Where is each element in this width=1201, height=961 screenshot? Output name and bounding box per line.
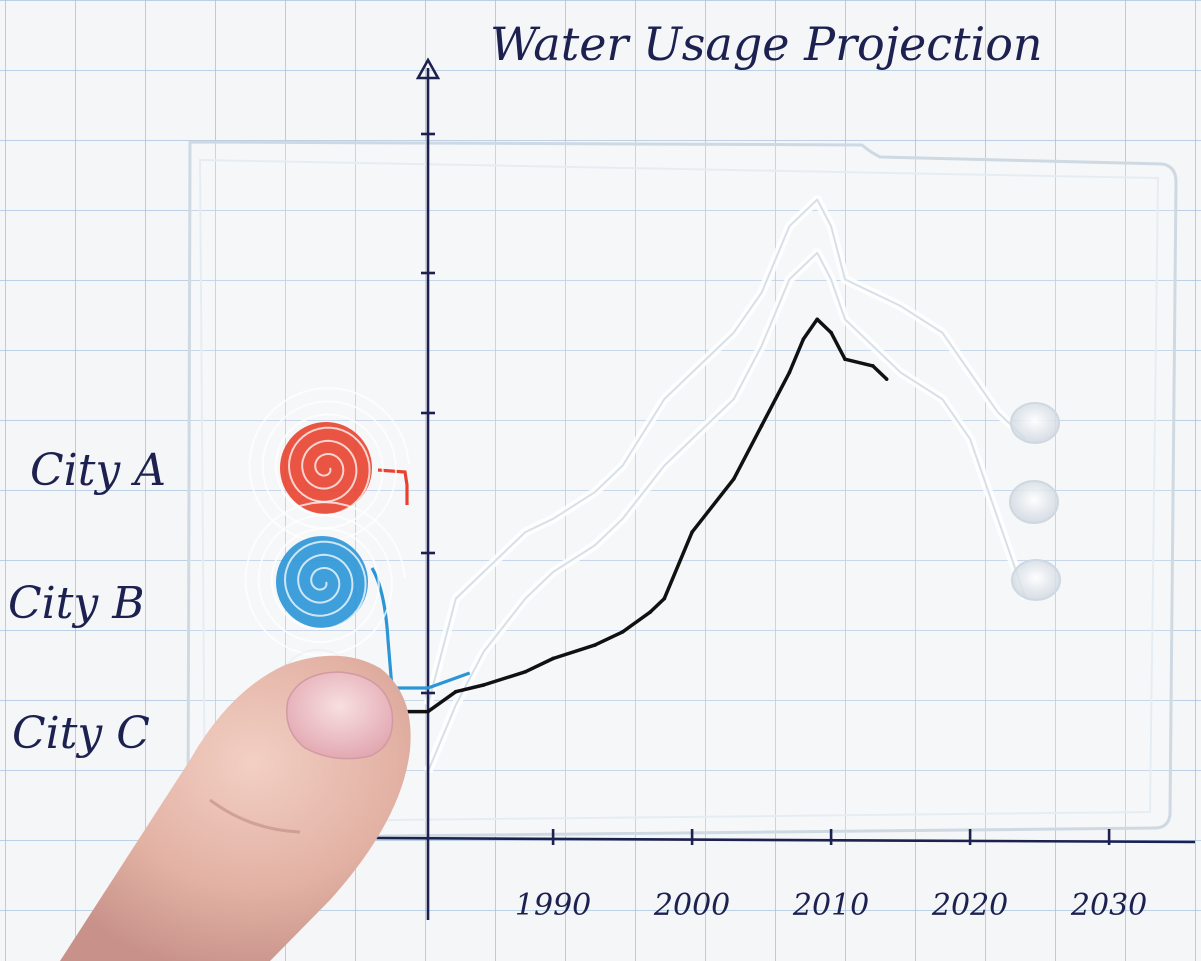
series-line-city-b — [370, 567, 471, 690]
point-city-c — [593, 643, 597, 647]
x-tick-label-2000: 2000 — [653, 888, 730, 923]
reservoir-droplet-c — [1011, 559, 1061, 601]
legend-label-city-a: City A — [30, 445, 166, 496]
point-city-c — [662, 596, 667, 601]
point-city-c — [843, 357, 847, 362]
x-axis-line — [369, 836, 1196, 844]
x-tick-label-2020: 2020 — [931, 888, 1008, 923]
spiral-groove — [244, 501, 406, 657]
point-city-c — [551, 656, 555, 661]
channel-line-1 — [427, 198, 1027, 706]
fingernail — [286, 671, 394, 760]
x-axis-ticks — [551, 829, 1111, 845]
point-city-c — [454, 689, 458, 694]
y-axis-ticks — [421, 132, 435, 695]
data-series — [370, 317, 889, 714]
point-city-c — [481, 683, 486, 687]
channel-line-2 — [427, 251, 1027, 772]
point-city-c — [759, 423, 764, 428]
x-tick-label-1990: 1990 — [515, 888, 591, 923]
reservoir-droplets — [1009, 402, 1061, 601]
point-city-c — [732, 477, 736, 481]
y-axis-arrow — [415, 57, 441, 80]
finger-crease — [209, 798, 301, 834]
acrylic-plate-inner-edge — [198, 158, 1160, 824]
chart-title: Water Usage Projection — [490, 17, 1043, 71]
point-city-c — [787, 370, 792, 375]
point-city-c — [620, 630, 625, 634]
x-tick-label-2030: 2030 — [1070, 888, 1147, 923]
point-city-c — [523, 669, 528, 674]
point-city-c — [801, 337, 806, 342]
legend-spiral-city-b — [244, 501, 406, 657]
spiral-groove — [248, 387, 410, 543]
point-city-c — [829, 330, 833, 335]
x-tick-label-2010: 2010 — [792, 888, 869, 923]
legend-spiral-city-a — [248, 387, 410, 543]
finger — [60, 655, 411, 961]
reservoir-droplet-a — [1010, 402, 1060, 444]
axes — [369, 57, 1196, 920]
point-city-c — [690, 530, 694, 534]
reservoir-droplet-b — [1009, 480, 1059, 524]
legend-label-city-b: City B — [8, 578, 145, 629]
point-city-c — [815, 317, 819, 322]
legend-label-city-c: City C — [12, 708, 150, 759]
series-line-city-a — [377, 468, 409, 505]
etched-channels — [423, 195, 1030, 774]
point-city-c — [871, 364, 875, 368]
point-city-c — [884, 377, 889, 381]
point-city-c — [426, 709, 430, 714]
x-tick-labels: 1990 2000 2010 2020 2030 — [515, 888, 1147, 923]
point-city-c — [648, 610, 653, 614]
